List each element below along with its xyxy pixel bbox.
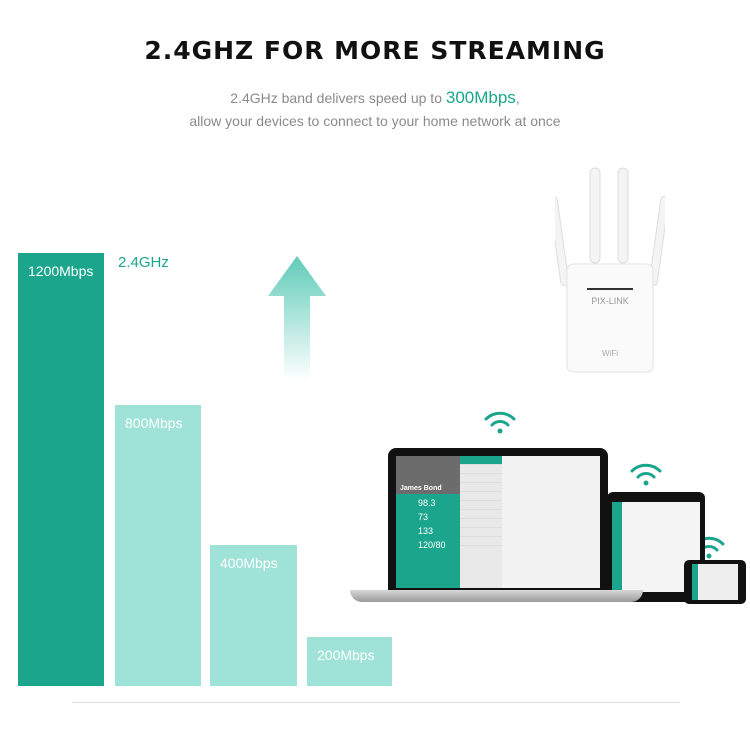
router-brand-logo: PIX-LINK — [591, 296, 629, 306]
stat-value: 133 — [418, 526, 434, 536]
subtitle-highlight: 300Mbps — [445, 88, 516, 107]
laptop-base — [350, 590, 643, 602]
bar-label: 200Mbps — [317, 647, 375, 663]
bar-label: 800Mbps — [125, 415, 183, 431]
bar-label: 1200Mbps — [28, 263, 94, 279]
phone-image — [684, 560, 746, 604]
screen-sidebar: James Bond 98.3 73 133 120/80 — [396, 456, 460, 588]
stat-value: 73 — [418, 512, 429, 522]
speed-bar-800: 800Mbps — [115, 405, 201, 686]
band-label: 2.4GHz — [118, 254, 169, 271]
screen-menu — [460, 456, 502, 588]
subtitle-line2: allow your devices to connect to your ho… — [189, 113, 561, 129]
screen-content — [502, 456, 600, 588]
subtitle: 2.4GHz band delivers speed up to 300Mbps… — [0, 86, 750, 133]
laptop-image: James Bond 98.3 73 133 120/80 — [388, 448, 608, 592]
laptop-screen: James Bond 98.3 73 133 120/80 — [396, 456, 600, 588]
baseline-divider — [72, 702, 680, 703]
wifi-logo: WiFi — [602, 349, 618, 358]
speed-bar-1200: 1200Mbps — [18, 253, 104, 686]
speed-bar-200: 200Mbps — [307, 637, 392, 686]
router-image: PIX-LINK WiFi — [555, 167, 665, 373]
page-title: 2.4GHZ FOR MORE STREAMING — [144, 36, 606, 65]
phone-screen — [692, 564, 738, 600]
wifi-icon — [484, 411, 516, 434]
profile-name: James Bond — [400, 485, 442, 492]
profile-photo: James Bond — [396, 456, 460, 494]
stat-value: 120/80 — [418, 540, 446, 550]
stat-value: 98.3 — [418, 498, 436, 508]
bar-label: 400Mbps — [220, 555, 278, 571]
subtitle-comma: , — [515, 90, 520, 106]
speed-bar-400: 400Mbps — [210, 545, 297, 686]
subtitle-text: 2.4GHz band delivers speed up to — [230, 90, 446, 106]
up-arrow-icon — [268, 256, 326, 381]
wifi-icon — [630, 463, 662, 486]
